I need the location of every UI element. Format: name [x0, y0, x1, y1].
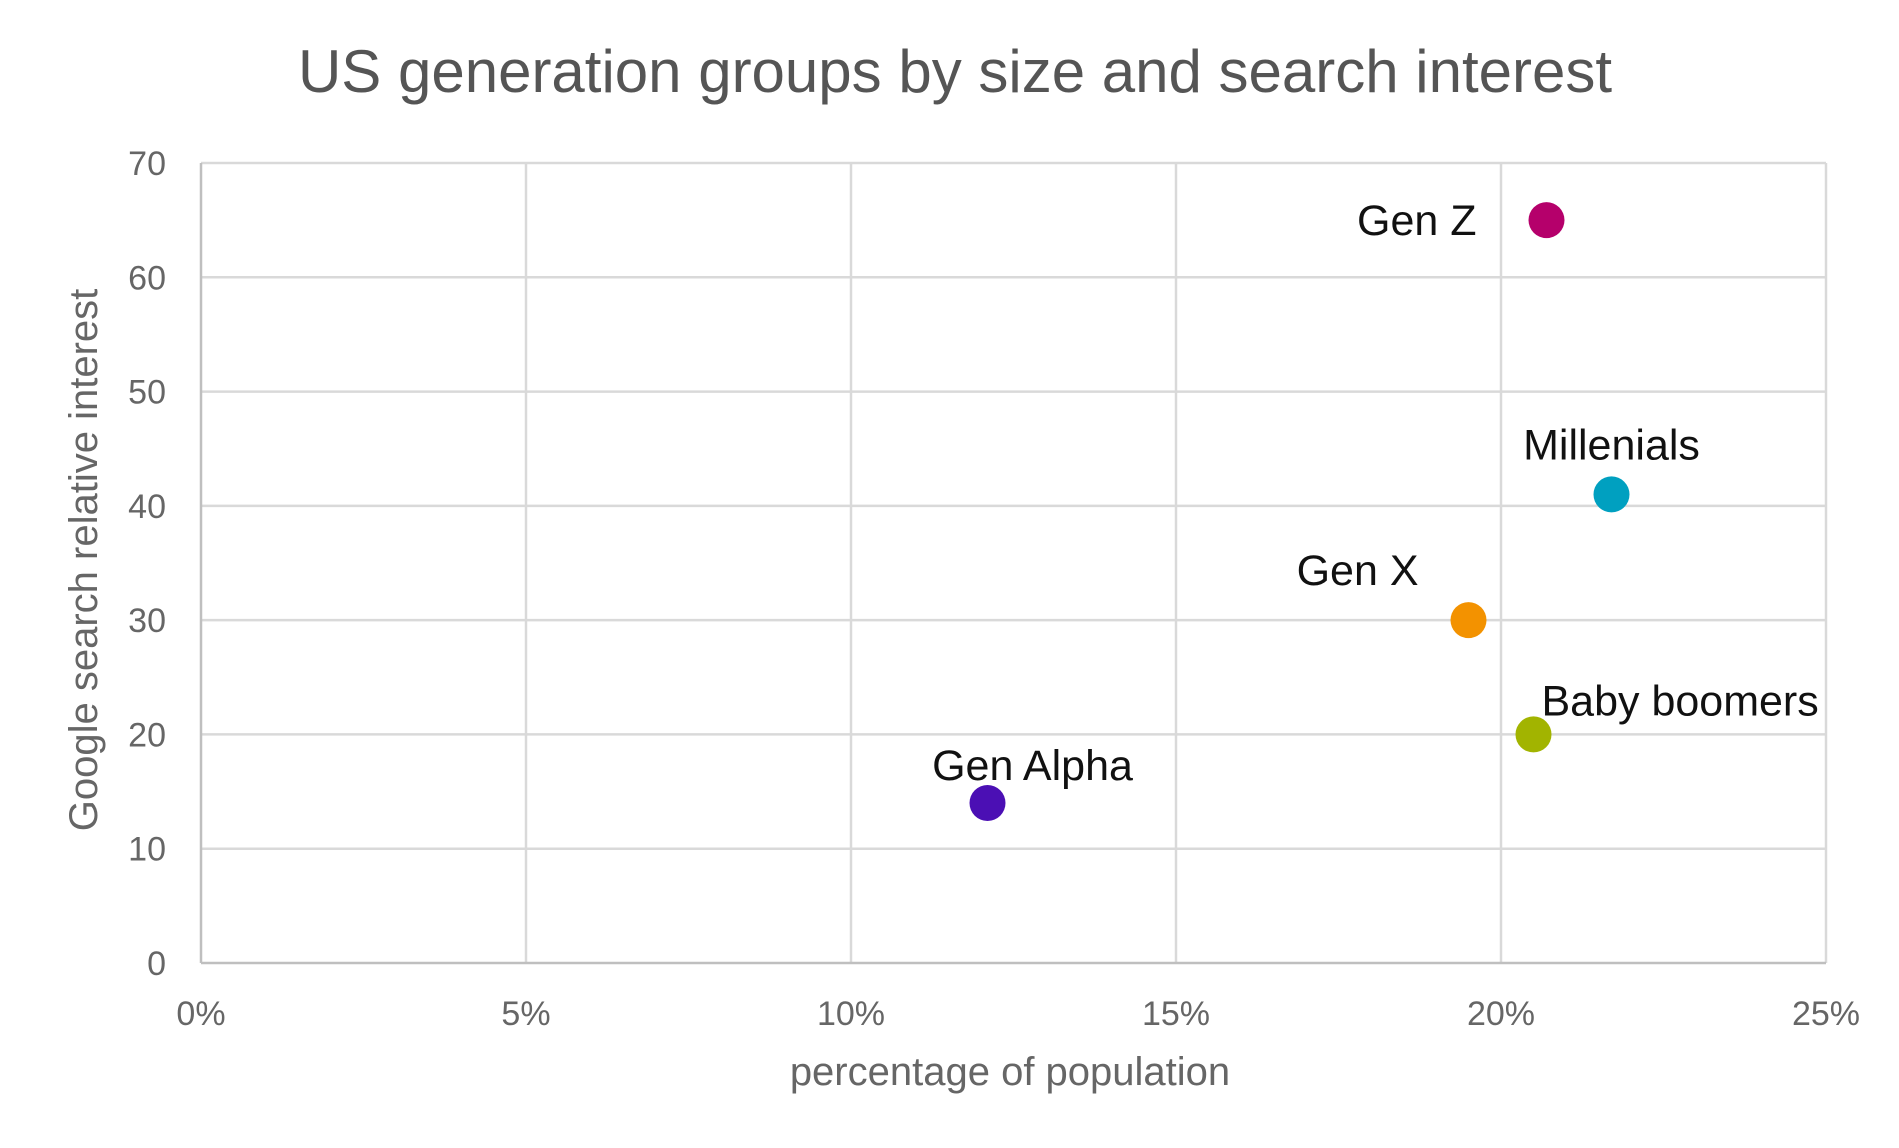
x-tick-label: 10%: [817, 995, 885, 1033]
data-point: [969, 785, 1006, 821]
axes: [199, 163, 1826, 965]
x-tick-label: 5%: [501, 995, 550, 1033]
y-tick-label: 50: [128, 374, 166, 412]
x-tick-label: 15%: [1142, 995, 1210, 1033]
y-tick-label: 20: [128, 716, 166, 754]
y-tick-label: 30: [128, 602, 166, 640]
point-label: Gen X: [1297, 547, 1419, 595]
point-label: Gen Alpha: [932, 742, 1133, 790]
data-point: [1515, 716, 1552, 753]
data-point: [1450, 602, 1487, 639]
point-labels: Gen Z Millenials Gen X Baby boomers Gen Alph…: [932, 197, 1819, 790]
y-tick-label: 0: [147, 945, 166, 983]
x-tick-label: 0%: [176, 995, 225, 1033]
point-label: Baby boomers: [1542, 677, 1819, 725]
x-tick-label: 25%: [1792, 995, 1860, 1033]
x-tick-label: 20%: [1467, 995, 1535, 1033]
gridlines: [201, 161, 1828, 963]
x-axis-label: percentage of population: [790, 1050, 1230, 1094]
y-axis-ticks: 0 10 20 30 40 50 60 70: [128, 145, 166, 983]
y-tick-label: 60: [128, 259, 166, 297]
point-label: Gen Z: [1357, 197, 1477, 245]
x-axis-ticks: 0% 5% 10% 15% 20% 25%: [176, 995, 1860, 1033]
y-axis-label: Google search relative interest: [62, 289, 106, 832]
y-tick-label: 70: [128, 145, 166, 183]
y-tick-label: 10: [128, 831, 166, 869]
data-points: [969, 202, 1630, 821]
y-tick-label: 40: [128, 488, 166, 526]
data-point: [1593, 476, 1630, 513]
chart-title: US generation groups by size and search …: [298, 38, 1612, 105]
point-label: Millenials: [1523, 421, 1700, 469]
data-point: [1528, 202, 1565, 239]
